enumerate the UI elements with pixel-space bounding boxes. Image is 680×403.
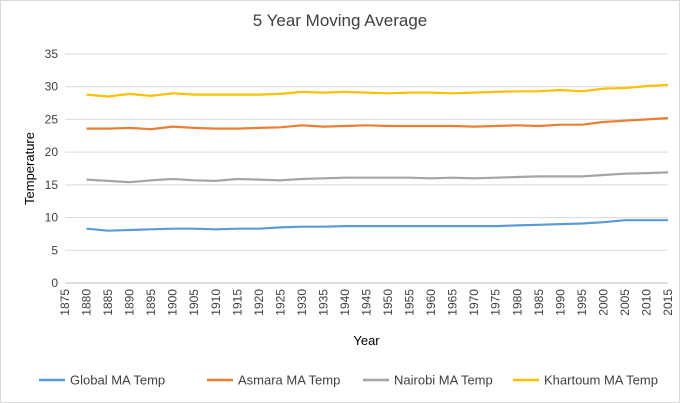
x-tick-label: 1975 [489, 289, 503, 316]
y-tick-label: 25 [45, 112, 59, 126]
x-tick-label: 1970 [467, 289, 481, 316]
y-axis-title: Temperature [22, 132, 37, 205]
x-tick-label: 1950 [381, 289, 395, 316]
legend-label: Nairobi MA Temp [394, 373, 493, 388]
x-tick-label: 1930 [295, 289, 309, 316]
x-tick-label: 1920 [252, 289, 266, 316]
x-tick-label: 1995 [575, 289, 589, 316]
series-line-1 [86, 117, 669, 131]
x-tick-label: 2000 [596, 289, 610, 316]
x-tick-label: 1940 [338, 289, 352, 316]
x-tick-label: 1905 [187, 289, 201, 316]
x-tick-label: 1925 [273, 289, 287, 316]
x-tick-label: 1915 [230, 289, 244, 316]
x-axis-title: Year [353, 333, 380, 348]
x-tick-label: 1935 [316, 289, 330, 316]
series-line-2 [86, 171, 669, 184]
x-tick-label: 1875 [58, 289, 72, 316]
x-tick-label: 2005 [618, 289, 632, 316]
chart-title: 5 Year Moving Average [252, 11, 428, 30]
x-tick-label: 1990 [553, 289, 567, 316]
y-tick-label: 0 [51, 276, 58, 290]
y-tick-label: 35 [45, 47, 59, 61]
y-tick-label: 15 [45, 178, 59, 192]
y-tick-label: 5 [51, 243, 58, 257]
x-tick-label: 1910 [209, 289, 223, 316]
y-tick-label: 10 [45, 211, 59, 225]
series-line-0 [86, 219, 668, 232]
x-tick-label: 1955 [403, 289, 417, 316]
y-tick-label: 20 [45, 145, 59, 159]
legend-label: Khartoum MA Temp [544, 373, 658, 388]
series-line-3 [86, 83, 669, 98]
legend-label: Global MA Temp [70, 373, 165, 388]
x-tick-label: 1885 [101, 289, 115, 316]
x-tick-label: 1960 [424, 289, 438, 316]
x-tick-label: 1900 [166, 289, 180, 316]
x-tick-label: 2015 [661, 289, 675, 316]
legend-label: Asmara MA Temp [238, 373, 340, 388]
x-tick-label: 1880 [80, 289, 94, 316]
x-tick-label: 1890 [123, 289, 137, 316]
x-tick-label: 1980 [510, 289, 524, 316]
x-tick-label: 1985 [532, 289, 546, 316]
y-tick-label: 30 [45, 80, 59, 94]
x-tick-label: 1945 [360, 289, 374, 316]
x-tick-label: 1965 [446, 289, 460, 316]
x-tick-label: 1895 [144, 289, 158, 316]
x-tick-label: 2010 [639, 289, 653, 316]
